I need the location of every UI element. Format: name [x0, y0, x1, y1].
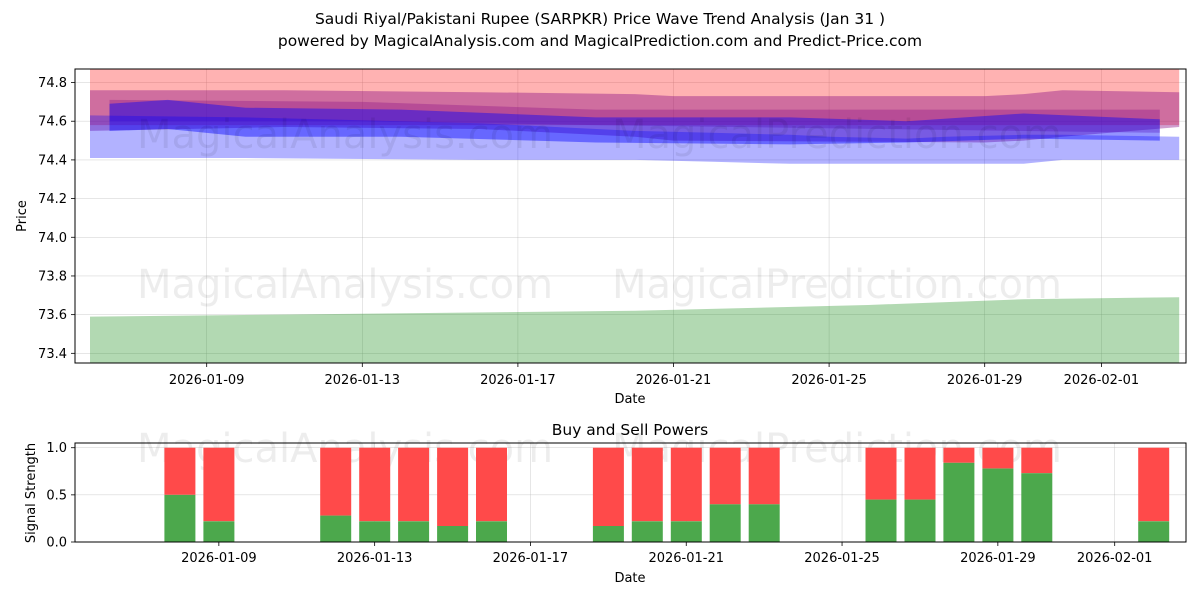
buy-bar [1021, 473, 1053, 542]
buy-bar [943, 462, 975, 542]
bottom-chart-title: Buy and Sell Powers [552, 421, 709, 439]
buy-bar [982, 468, 1014, 542]
bottom-y-tick-label: 0.5 [46, 488, 67, 503]
top-y-tick-label: 74.2 [38, 192, 67, 207]
sell-bar [982, 447, 1014, 469]
sell-bar [748, 447, 780, 505]
watermark-text: MagicalPrediction.com [612, 112, 1062, 158]
top-x-tick-label: 2026-01-13 [325, 373, 401, 388]
buy-bar [476, 521, 507, 542]
band-purple-inner [109, 99, 1160, 133]
top-x-axis-label: Date [614, 392, 645, 407]
bottom-y-ticks: 0.0 0.5 1.0 [46, 441, 75, 551]
sell-bar [1138, 447, 1170, 522]
top-x-tick-label: 2026-01-09 [169, 373, 245, 388]
sell-bar [1021, 447, 1053, 474]
top-x-ticks: 2026-01-09 2026-01-13 2026-01-17 2026-01-21… [169, 363, 1139, 388]
top-x-tick-label: 2026-01-29 [947, 373, 1023, 388]
buy-bar [320, 515, 352, 542]
sell-bar [709, 447, 741, 505]
bottom-x-tick-label: 2026-01-17 [493, 551, 569, 566]
buy-bar [1138, 521, 1170, 542]
sell-bar [592, 447, 624, 526]
sell-bar [398, 447, 430, 522]
top-y-tick-label: 73.8 [38, 269, 67, 284]
sell-bar [943, 447, 975, 463]
buy-bar [359, 521, 391, 542]
watermark-text: MagicalAnalysis.com [137, 112, 553, 158]
sell-bar [320, 447, 352, 516]
bottom-x-tick-label: 2026-02-01 [1077, 551, 1153, 566]
bottom-x-tick-label: 2026-01-29 [960, 551, 1036, 566]
band-blue-inner [109, 99, 1160, 145]
top-watermarks: MagicalAnalysis.com MagicalPrediction.com… [137, 112, 1062, 308]
buy-bar [631, 521, 663, 542]
buy-bar [398, 521, 430, 542]
buy-bar [748, 504, 780, 542]
top-x-tick-label: 2026-02-01 [1064, 373, 1140, 388]
top-y-tick-label: 74.4 [38, 153, 67, 168]
band-purple [90, 90, 1180, 143]
top-y-tick-label: 74.6 [38, 115, 67, 130]
sell-bar [203, 447, 235, 522]
buy-bar [904, 499, 936, 542]
bottom-plot-frame [74, 442, 1187, 543]
buy-bar [670, 521, 702, 542]
bottom-x-tick-label: 2026-01-25 [804, 551, 880, 566]
bottom-bars [164, 447, 1170, 542]
bottom-x-ticks: 2026-01-09 2026-01-13 2026-01-17 2026-01-21… [181, 542, 1152, 566]
buy-bar [164, 494, 196, 542]
top-y-tick-label: 74.8 [38, 76, 67, 91]
buy-bar [437, 526, 469, 542]
top-y-tick-label: 73.4 [38, 347, 67, 362]
sell-bar [904, 447, 936, 500]
buy-bar [592, 526, 624, 542]
sell-bar [437, 447, 469, 526]
watermark-text: MagicalAnalysis.com [137, 262, 553, 308]
bottom-y-tick-label: 1.0 [46, 441, 67, 456]
bottom-x-tick-label: 2026-01-21 [648, 551, 724, 566]
top-bands [90, 69, 1180, 363]
top-y-axis-label: Price [15, 200, 30, 232]
sell-bar [670, 447, 702, 522]
bottom-y-tick-label: 0.0 [46, 536, 67, 551]
band-red [90, 69, 1180, 126]
buy-bar [865, 499, 897, 542]
buy-bar [203, 521, 235, 542]
top-plot-frame [74, 68, 1187, 364]
sell-bar [359, 447, 391, 522]
top-x-tick-label: 2026-01-25 [791, 373, 867, 388]
top-y-tick-label: 74.0 [38, 231, 67, 246]
watermark-text: MagicalPrediction.com [612, 262, 1062, 308]
chart-title: Saudi Riyal/Pakistani Rupee (SARPKR) Pri… [314, 10, 886, 28]
sell-bar [865, 447, 897, 500]
top-grid [75, 69, 1186, 363]
sell-bar [631, 447, 663, 522]
bottom-y-axis-label: Signal Strength [24, 443, 39, 543]
bottom-x-tick-label: 2026-01-13 [337, 551, 413, 566]
top-y-tick-label: 73.6 [38, 308, 67, 323]
sell-bar [164, 447, 196, 495]
top-y-ticks: 73.4 73.6 73.8 74.0 74.2 74.4 74.6 74.8 [38, 76, 75, 362]
sell-bar [476, 447, 507, 522]
band-green [90, 297, 1180, 363]
top-x-tick-label: 2026-01-17 [480, 373, 556, 388]
buy-bar [709, 504, 741, 542]
chart-subtitle: powered by MagicalAnalysis.com and Magic… [277, 32, 923, 50]
band-blue [90, 115, 1180, 164]
bottom-x-axis-label: Date [614, 571, 645, 586]
bottom-x-tick-label: 2026-01-09 [181, 551, 257, 566]
top-x-tick-label: 2026-01-21 [636, 373, 712, 388]
